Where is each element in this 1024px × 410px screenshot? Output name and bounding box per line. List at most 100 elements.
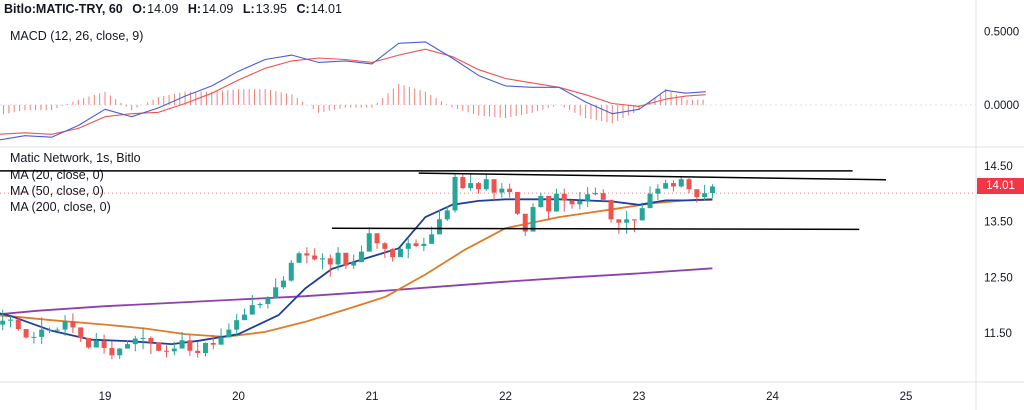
candle-28 <box>187 340 193 351</box>
x-tick-19: 19 <box>99 391 112 403</box>
close-value: 14.01 <box>310 2 342 16</box>
candle-65 <box>475 183 481 190</box>
candle-61 <box>444 210 450 220</box>
candle-64 <box>468 183 474 189</box>
price-y-tick-1: 13.50 <box>984 217 1013 229</box>
trendline-1 <box>418 172 886 181</box>
candle-95 <box>709 186 715 194</box>
candle-43 <box>304 253 310 256</box>
macd-pane-title: MACD (12, 26, close, 9) <box>10 29 144 43</box>
candle-56 <box>405 243 411 249</box>
candle-90 <box>670 183 676 187</box>
candle-38 <box>265 297 271 304</box>
ma200-legend: MA (200, close, 0) <box>10 200 111 214</box>
candle-57 <box>413 243 419 247</box>
candle-40 <box>280 280 286 288</box>
candle-80 <box>592 193 598 195</box>
price-y-tick-0: 14.50 <box>984 161 1013 173</box>
candle-26 <box>171 348 177 352</box>
x-tick-22: 22 <box>499 391 512 403</box>
candle-37 <box>257 304 263 306</box>
x-tick-25: 25 <box>900 391 913 403</box>
low-label: L: <box>242 2 255 16</box>
candle-70 <box>514 192 520 214</box>
last-price-tag: 14.01 <box>977 178 1024 194</box>
macd-signal-line <box>0 48 706 135</box>
ma50-legend: MA (50, close, 0) <box>10 184 104 198</box>
candle-31 <box>210 343 216 345</box>
price-y-tick-2: 12.50 <box>984 272 1013 284</box>
candle-48 <box>343 252 349 266</box>
x-tick-24: 24 <box>766 391 779 403</box>
high-label: H: <box>187 2 202 16</box>
candle-46 <box>327 258 333 265</box>
low-value: 13.95 <box>255 2 287 16</box>
candle-33 <box>226 329 232 338</box>
candle-60 <box>436 219 442 235</box>
candle-62 <box>452 176 458 211</box>
candle-15 <box>85 337 91 348</box>
candle-82 <box>608 199 614 220</box>
candle-44 <box>312 255 318 260</box>
candle-36 <box>249 305 255 315</box>
candle-32 <box>218 337 224 345</box>
candle-10 <box>46 329 52 331</box>
candle-14 <box>78 327 84 338</box>
candle-81 <box>600 193 606 200</box>
candle-69 <box>507 188 513 193</box>
candle-35 <box>241 314 247 321</box>
candle-39 <box>273 287 279 298</box>
candle-54 <box>390 248 396 258</box>
candle-94 <box>702 193 708 198</box>
candle-75 <box>553 193 559 212</box>
ma50-line <box>0 198 713 338</box>
candle-84 <box>624 219 630 223</box>
candle-63 <box>460 176 466 189</box>
chart-header: Bitlo:MATIC-TRY, 60 O:14.09 H:14.09 L:13… <box>4 2 342 16</box>
close-label: C: <box>296 2 310 16</box>
candle-83 <box>616 219 622 223</box>
candle-85 <box>631 219 637 221</box>
trendline-2 <box>331 227 860 231</box>
candle-73 <box>538 195 544 208</box>
candle-93 <box>694 189 700 198</box>
candle-17 <box>101 340 107 349</box>
high-value: 14.09 <box>202 2 234 16</box>
candle-68 <box>499 188 505 193</box>
candle-47 <box>335 252 341 265</box>
symbol-label: Bitlo:MATIC-TRY, 60 <box>4 2 123 16</box>
candle-51 <box>366 233 372 252</box>
candle-5 <box>7 319 13 321</box>
candle-50 <box>358 251 364 263</box>
candle-45 <box>319 258 325 260</box>
candle-76 <box>561 193 567 201</box>
candle-92 <box>686 179 692 190</box>
candle-6 <box>15 319 21 330</box>
candle-21 <box>132 338 138 345</box>
candle-29 <box>195 350 201 354</box>
candle-86 <box>639 208 645 221</box>
candle-8 <box>31 336 37 338</box>
candle-30 <box>202 343 208 354</box>
ma200-line <box>0 267 713 316</box>
candle-22 <box>140 337 146 339</box>
candle-9 <box>39 329 45 337</box>
macd-y-tick-1: 0.0000 <box>984 100 1019 112</box>
macd-line <box>0 41 706 141</box>
candle-18 <box>109 348 115 356</box>
candle-34 <box>234 320 240 330</box>
candle-67 <box>491 179 497 193</box>
price-pane-title: Matic Network, 1s, Bitlo <box>10 151 141 165</box>
candle-13 <box>70 321 76 328</box>
candle-78 <box>577 200 583 205</box>
x-tick-21: 21 <box>366 391 379 403</box>
candle-16 <box>93 340 99 348</box>
candle-19 <box>117 348 123 356</box>
candle-24 <box>156 342 162 351</box>
macd-y-tick-0: 0.5000 <box>984 27 1019 39</box>
price-y-tick-3: 11.50 <box>984 328 1012 340</box>
candle-71 <box>522 213 528 232</box>
ma20-line <box>0 198 713 346</box>
open-label: O: <box>132 2 147 16</box>
